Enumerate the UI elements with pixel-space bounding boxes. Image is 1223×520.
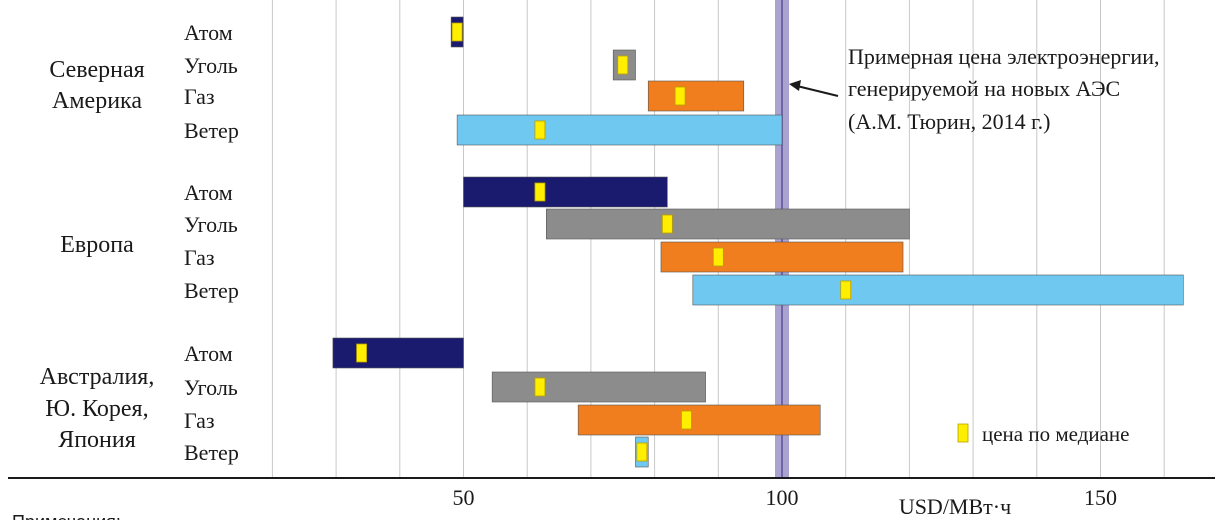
category-label-1-3: Газ bbox=[184, 84, 215, 109]
category-label-2-4: Ветер bbox=[184, 278, 239, 303]
bars-layer bbox=[332, 16, 1184, 468]
median-marker-1-4 bbox=[534, 120, 546, 140]
category-label-2-2: Уголь bbox=[184, 212, 238, 237]
x-axis-unit-label: USD/МВт·ч bbox=[899, 494, 1011, 519]
category-label-3-3: Газ bbox=[184, 408, 215, 433]
legend-median-label: цена по медиане bbox=[982, 422, 1130, 446]
category-label-1-2: Уголь bbox=[184, 53, 238, 78]
median-marker-2-2 bbox=[661, 214, 673, 234]
median-marker-1-2 bbox=[617, 55, 629, 75]
region-label-3-2: Ю. Корея, bbox=[45, 396, 148, 422]
x-tick-label-2: 100 bbox=[766, 485, 799, 510]
median-marker-1-1 bbox=[451, 22, 463, 42]
labels-layer: Атом Уголь Газ Ветер Северная Америка Атом Угол… bbox=[40, 20, 239, 465]
category-label-1-1: Атом bbox=[184, 20, 233, 45]
range-bar-1-3 bbox=[647, 80, 745, 112]
reference-annotation-line-2: генерируемой на новых АЭС bbox=[848, 76, 1120, 101]
x-tick-label-3: 150 bbox=[1084, 485, 1117, 510]
median-marker-3-3 bbox=[681, 410, 692, 430]
category-label-2-3: Газ bbox=[184, 245, 215, 270]
region-label-3-3: Япония bbox=[58, 427, 136, 453]
region-label-1-1: Северная bbox=[49, 57, 144, 83]
annotation-arrow-shaft bbox=[796, 85, 839, 97]
axis-layer: 50 100 150 USD/МВт·ч Примечания: bbox=[8, 477, 1215, 520]
x-tick-label-1: 50 bbox=[453, 485, 475, 510]
annotation-layer: Примерная цена электроэнергии, генерируем… bbox=[789, 44, 1159, 134]
region-label-3-1: Австралия, bbox=[40, 364, 155, 390]
category-label-1-4: Ветер bbox=[184, 118, 239, 143]
region-label-2-1: Европа bbox=[60, 232, 134, 258]
legend-layer: цена по медиане bbox=[957, 422, 1130, 446]
median-marker-2-3 bbox=[712, 247, 724, 267]
region-label-1-2: Америка bbox=[52, 88, 142, 114]
range-bar-3-2 bbox=[491, 371, 706, 403]
range-bar-3-1 bbox=[332, 337, 464, 369]
reference-annotation-line-3: (А.М. Тюрин, 2014 г.) bbox=[848, 109, 1050, 134]
annotation-arrow-head bbox=[789, 80, 801, 91]
reference-annotation-line-1: Примерная цена электроэнергии, bbox=[848, 44, 1159, 69]
category-label-3-4: Ветер bbox=[184, 440, 239, 465]
category-label-3-2: Уголь bbox=[184, 375, 238, 400]
legend-median-swatch bbox=[957, 423, 969, 443]
median-marker-3-4 bbox=[636, 442, 648, 462]
median-marker-2-1 bbox=[534, 182, 546, 202]
median-marker-1-3 bbox=[674, 86, 686, 106]
median-marker-3-2 bbox=[534, 377, 546, 397]
range-bar-2-4 bbox=[692, 274, 1184, 306]
category-label-2-1: Атом bbox=[184, 180, 233, 205]
range-bar-2-3 bbox=[660, 241, 904, 273]
range-bar-3-3 bbox=[577, 404, 821, 436]
range-bar-2-2 bbox=[546, 208, 910, 240]
median-marker-3-1 bbox=[356, 343, 367, 363]
range-bar-2-1 bbox=[463, 176, 668, 208]
notes-label: Примечания: bbox=[12, 512, 121, 520]
range-bar-1-4 bbox=[456, 114, 783, 146]
category-label-3-1: Атом bbox=[184, 341, 233, 366]
median-marker-2-4 bbox=[840, 280, 852, 300]
